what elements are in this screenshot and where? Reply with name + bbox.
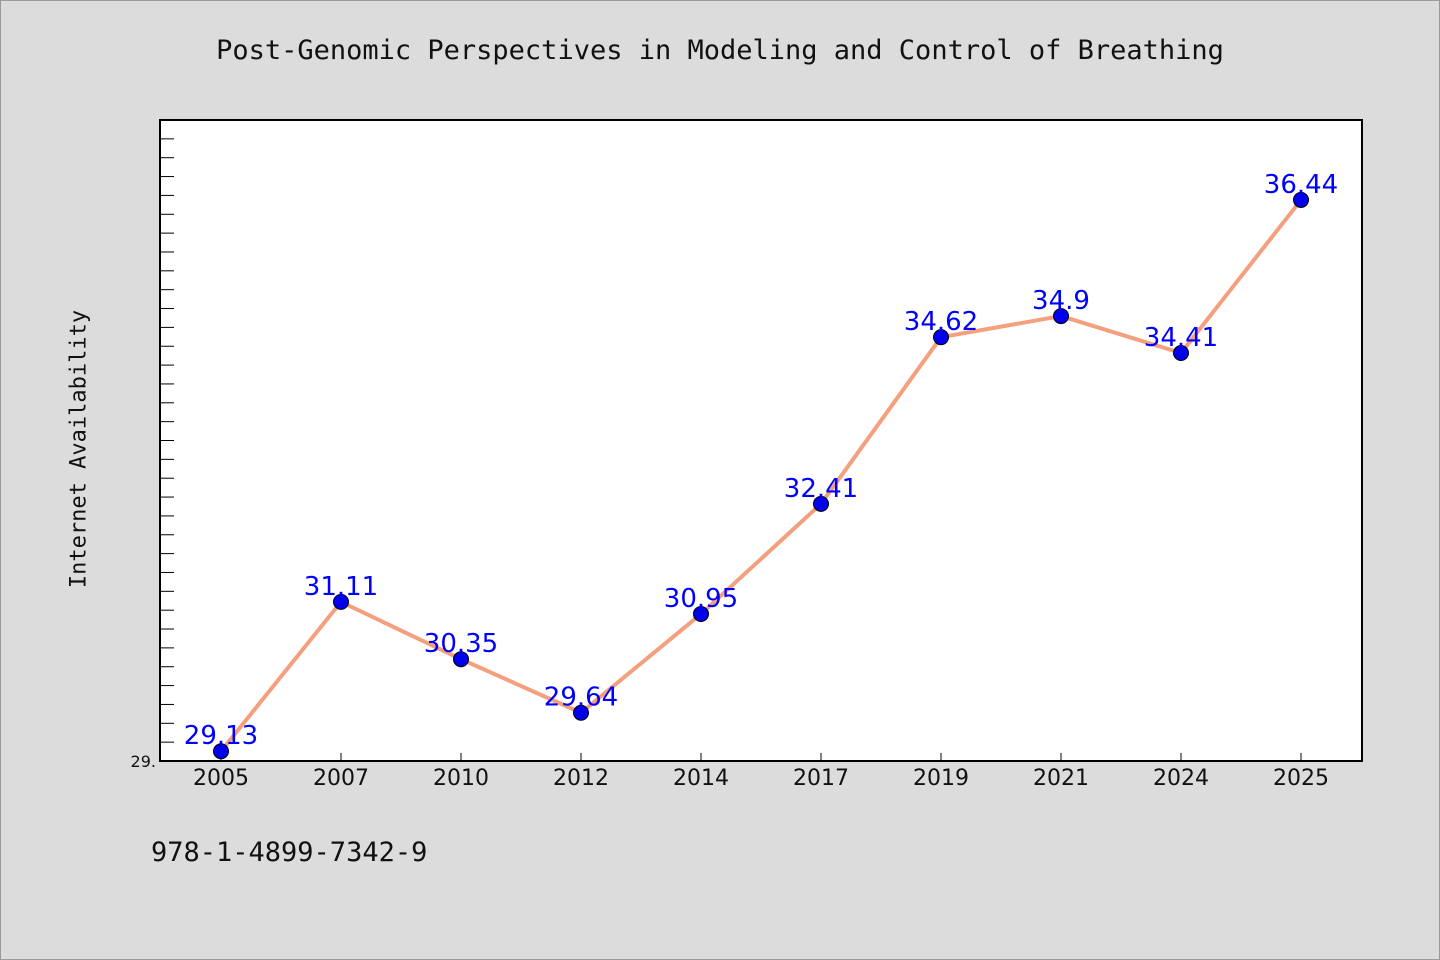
x-tick-label: 2024 <box>1153 766 1209 791</box>
x-tick-label: 2017 <box>793 766 849 791</box>
data-label: 29.13 <box>184 721 258 751</box>
data-point <box>1053 308 1069 325</box>
x-axis-ticks: 2005 2007 2010 2012 2014 2017 2019 2021 2024 2025 <box>193 753 1329 791</box>
y-tick-label: 29. <box>131 752 156 771</box>
chart-title: Post-Genomic Perspectives in Modeling an… <box>216 35 1224 66</box>
data-label: 32.41 <box>784 474 858 504</box>
x-tick-label: 2012 <box>553 766 609 791</box>
data-point <box>573 704 589 721</box>
data-point <box>453 651 469 668</box>
data-label: 31.11 <box>304 572 378 602</box>
x-tick-label: 2021 <box>1033 766 1089 791</box>
data-point <box>933 329 949 346</box>
data-label: 29.64 <box>544 683 618 713</box>
data-labels: 29.13 31.11 30.35 29.64 30.95 32.41 34.62 34.9 3… <box>184 170 1338 751</box>
data-label: 34.41 <box>1144 323 1218 353</box>
data-point <box>693 605 709 622</box>
x-tick-label: 2019 <box>913 766 969 791</box>
data-label: 30.35 <box>424 629 498 659</box>
data-label: 34.62 <box>904 307 978 337</box>
data-point <box>333 593 349 610</box>
series-line <box>219 197 1303 754</box>
x-tick-label: 2010 <box>433 766 489 791</box>
plot-area <box>159 119 1363 762</box>
data-label: 30.95 <box>664 584 738 614</box>
x-tick-label: 2014 <box>673 766 729 791</box>
series-line-group <box>219 197 1303 754</box>
x-tick-label: 2025 <box>1273 766 1329 791</box>
data-label: 36.44 <box>1264 170 1338 200</box>
data-points <box>213 191 1309 760</box>
data-point <box>213 743 229 760</box>
data-point <box>1173 345 1189 362</box>
x-tick-label: 2005 <box>193 766 249 791</box>
data-point <box>813 495 829 512</box>
x-tick-label: 2007 <box>313 766 369 791</box>
data-label: 34.9 <box>1032 286 1090 316</box>
y-axis-ticks: 29. <box>131 138 174 771</box>
isbn-code: 978-1-4899-7342-9 <box>151 837 428 868</box>
data-point <box>1293 191 1309 208</box>
